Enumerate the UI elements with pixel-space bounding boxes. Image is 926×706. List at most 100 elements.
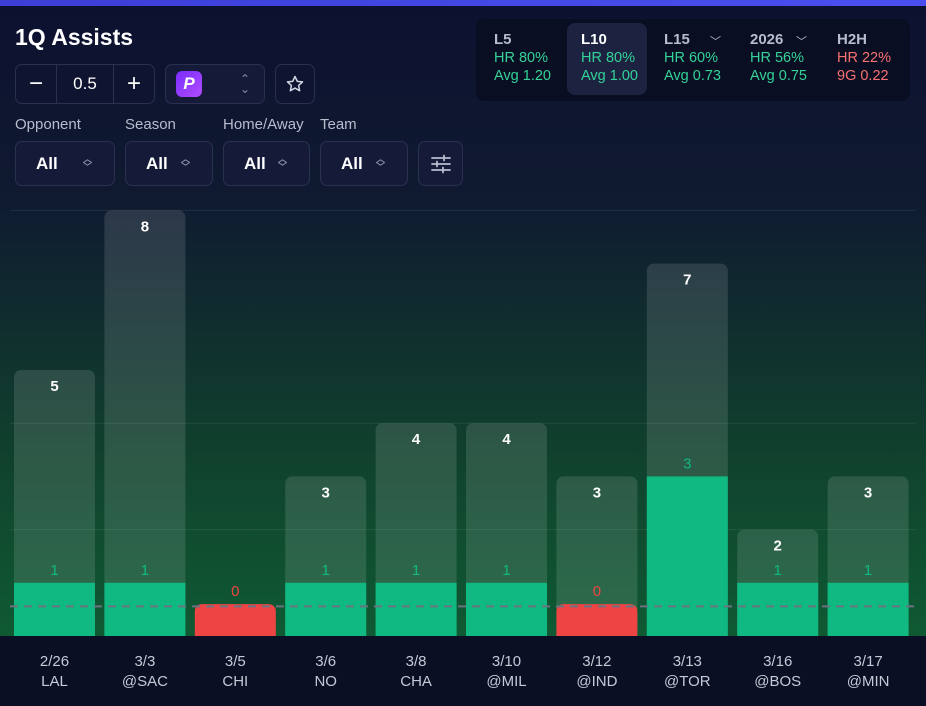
sliders-icon xyxy=(430,154,451,173)
stat-l10[interactable]: L10 HR 80% Avg 1.00 xyxy=(567,23,647,95)
x-tick-date: 3/10 xyxy=(492,653,521,670)
stat-hit-rate: HR 22% xyxy=(837,50,891,66)
hit-bar[interactable] xyxy=(827,582,909,636)
x-tick-date: 3/12 xyxy=(582,653,611,670)
stat-l5[interactable]: L5 HR 80% Avg 1.20 xyxy=(480,23,560,95)
hit-bar[interactable] xyxy=(375,582,457,636)
line-stepper: − 0.5 + xyxy=(15,64,155,104)
stat-name: 2026 xyxy=(750,31,784,48)
season-select[interactable]: All ︿ ﹀ xyxy=(125,141,213,186)
x-tick-date: 2/26 xyxy=(40,653,69,670)
x-tick-opponent: CHI xyxy=(222,673,248,690)
team-select[interactable]: All ︿ ﹀ xyxy=(320,141,408,186)
favorite-star-button[interactable] xyxy=(275,64,315,104)
hit-bar[interactable] xyxy=(646,476,728,636)
total-value-label: 7 xyxy=(683,272,691,289)
stat-value-label: 0 xyxy=(593,583,601,600)
x-tick-date: 3/6 xyxy=(315,653,336,670)
total-bar[interactable] xyxy=(104,210,186,636)
stat-hit-rate: HR 60% xyxy=(664,50,718,66)
stat-value-label: 3 xyxy=(683,455,691,472)
total-bar[interactable] xyxy=(556,476,638,636)
page-title: 1Q Assists xyxy=(15,24,134,50)
total-value-label: 5 xyxy=(50,378,58,395)
stat-name: L15 xyxy=(664,31,690,48)
hit-bar[interactable] xyxy=(285,582,367,636)
x-tick-date: 3/5 xyxy=(225,653,246,670)
x-tick-opponent: CHA xyxy=(400,673,432,690)
total-value-label: 4 xyxy=(502,431,511,448)
x-tick-date: 3/8 xyxy=(406,653,427,670)
stat-name: L5 xyxy=(494,31,512,48)
x-tick-date: 3/3 xyxy=(134,653,155,670)
stat-average: 9G 0.22 xyxy=(837,68,889,84)
x-tick-date: 3/17 xyxy=(853,653,882,670)
total-value-label: 2 xyxy=(774,538,782,555)
chevron-updown-icon: ︿ ﹀ xyxy=(180,154,190,172)
total-value-label: 3 xyxy=(864,484,872,501)
stat-value-label: 1 xyxy=(864,562,872,579)
increment-button[interactable]: + xyxy=(126,70,141,97)
chevron-updown-icon: ︿ ﹀ xyxy=(277,154,287,172)
stat-value-label: 1 xyxy=(50,562,58,579)
filter-label-opponent: Opponent xyxy=(15,116,81,133)
sportsbook-select[interactable]: P ⌃ ⌄ xyxy=(165,64,265,104)
stat-season[interactable]: 2026 HR 56% Avg 0.75 ﹀ xyxy=(736,23,816,95)
hit-bar[interactable] xyxy=(104,582,186,636)
advanced-filters-button[interactable] xyxy=(418,141,463,186)
stat-average: Avg 0.75 xyxy=(750,68,807,84)
total-value-label: 8 xyxy=(141,218,149,235)
filter-label-team: Team xyxy=(320,116,357,133)
decrement-button[interactable]: − xyxy=(28,70,43,97)
prizepicks-logo-icon: P xyxy=(176,71,202,97)
stat-h2h[interactable]: H2H HR 22% 9G 0.22 xyxy=(823,23,903,95)
hit-bar[interactable] xyxy=(466,582,547,636)
hit-bar[interactable] xyxy=(737,582,819,636)
x-tick-opponent: @BOS xyxy=(754,673,801,690)
stat-value-label: 1 xyxy=(774,562,782,579)
assists-bar-chart: 5 1 8 1 0 3 1 4 1 4 1 3 0 7 3 2 1 3 1 xyxy=(10,209,916,636)
total-value-label: 3 xyxy=(322,484,330,501)
opponent-select-value: All xyxy=(36,153,58,173)
miss-bar[interactable] xyxy=(556,604,638,636)
top-accent-bar xyxy=(0,0,926,6)
chevron-updown-icon: ︿ ﹀ xyxy=(375,154,385,172)
season-select-value: All xyxy=(146,153,168,173)
chevron-updown-icon: ︿ ﹀ xyxy=(82,154,92,172)
stat-l15[interactable]: L15 HR 60% Avg 0.73 ﹀ xyxy=(650,23,730,95)
x-tick-date: 3/13 xyxy=(673,653,702,670)
x-tick-opponent: @MIL xyxy=(486,673,526,690)
total-value-label: 4 xyxy=(412,431,421,448)
stat-hit-rate: HR 56% xyxy=(750,50,804,66)
x-tick-opponent: NO xyxy=(314,673,337,690)
stat-value-label: 1 xyxy=(141,562,149,579)
stat-value-label: 1 xyxy=(412,562,420,579)
x-tick-opponent: @TOR xyxy=(664,673,711,690)
stat-average: Avg 0.73 xyxy=(664,68,721,84)
line-value[interactable]: 0.5 xyxy=(56,65,114,103)
x-tick-opponent: @SAC xyxy=(122,673,168,690)
x-tick-opponent: @MIN xyxy=(847,673,890,690)
chart-panel: 5 1 8 1 0 3 1 4 1 4 1 3 0 7 3 2 1 3 1 1Q Assists − 0.5 + P… xyxy=(0,6,926,636)
hit-bar[interactable] xyxy=(14,582,95,636)
x-tick-opponent: LAL xyxy=(41,673,68,690)
total-bar[interactable] xyxy=(14,370,95,636)
home-away-select-value: All xyxy=(244,153,266,173)
x-axis-labels: 2/26 LAL 3/3 @SAC 3/5 CHI 3/6 NO 3/8 CHA 3/10 @MIL 3… xyxy=(40,653,890,690)
stat-value-label: 0 xyxy=(231,583,239,600)
chevron-down-icon: ﹀ xyxy=(710,36,721,48)
x-tick-date: 3/16 xyxy=(763,653,792,670)
home-away-select[interactable]: All ︿ ﹀ xyxy=(223,141,310,186)
stat-average: Avg 1.00 xyxy=(581,68,638,84)
stat-hit-rate: HR 80% xyxy=(494,50,548,66)
filter-label-home-away: Home/Away xyxy=(223,116,304,133)
chevron-updown-icon: ⌃ ⌄ xyxy=(239,72,250,96)
stat-value-label: 1 xyxy=(322,562,330,579)
miss-bar[interactable] xyxy=(194,604,276,636)
stat-hit-rate: HR 80% xyxy=(581,50,635,66)
opponent-select[interactable]: All ︿ ﹀ xyxy=(15,141,115,186)
star-icon xyxy=(286,75,304,92)
stat-value-label: 1 xyxy=(502,562,510,579)
stat-name: H2H xyxy=(837,31,868,48)
team-select-value: All xyxy=(341,153,363,173)
